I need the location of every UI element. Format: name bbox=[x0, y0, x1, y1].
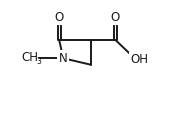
Text: O: O bbox=[111, 11, 120, 24]
Text: N: N bbox=[59, 52, 68, 65]
Text: CH: CH bbox=[21, 52, 38, 64]
Text: O: O bbox=[55, 11, 64, 24]
Text: 3: 3 bbox=[37, 57, 42, 66]
Text: OH: OH bbox=[130, 53, 148, 66]
